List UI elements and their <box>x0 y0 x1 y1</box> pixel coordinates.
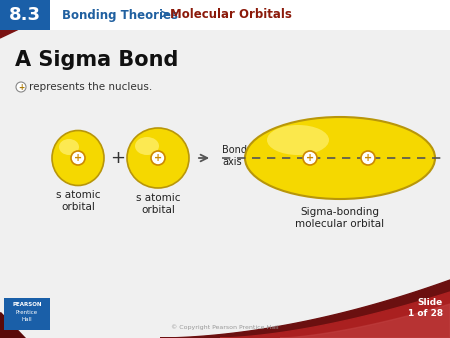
FancyBboxPatch shape <box>50 0 450 30</box>
Text: +: + <box>74 153 82 163</box>
Polygon shape <box>0 312 25 338</box>
Polygon shape <box>0 0 80 38</box>
Circle shape <box>361 151 375 165</box>
Text: s atomic
orbital: s atomic orbital <box>56 190 100 212</box>
Circle shape <box>151 151 165 165</box>
Ellipse shape <box>59 139 79 155</box>
Text: +: + <box>111 149 126 167</box>
Text: +: + <box>306 153 314 163</box>
Circle shape <box>303 151 317 165</box>
Ellipse shape <box>267 125 329 155</box>
Ellipse shape <box>127 128 189 188</box>
Text: s atomic
orbital: s atomic orbital <box>136 193 180 215</box>
FancyBboxPatch shape <box>0 0 50 30</box>
Polygon shape <box>220 292 450 338</box>
Ellipse shape <box>52 130 104 186</box>
Text: A Sigma Bond: A Sigma Bond <box>15 50 178 70</box>
Text: 8.3: 8.3 <box>9 6 41 24</box>
Text: PEARSON: PEARSON <box>12 302 42 307</box>
Circle shape <box>16 82 26 92</box>
Ellipse shape <box>135 137 159 155</box>
Text: +: + <box>18 82 24 92</box>
Polygon shape <box>160 280 450 338</box>
Ellipse shape <box>245 117 435 199</box>
FancyBboxPatch shape <box>4 298 50 330</box>
Polygon shape <box>280 304 450 338</box>
Text: +: + <box>154 153 162 163</box>
Text: >: > <box>160 8 170 22</box>
Text: Sigma-bonding
molecular orbital: Sigma-bonding molecular orbital <box>296 207 385 230</box>
Text: Bonding Theories: Bonding Theories <box>62 8 178 22</box>
Text: +: + <box>364 153 372 163</box>
Text: Molecular Orbitals: Molecular Orbitals <box>170 8 292 22</box>
Text: Hall: Hall <box>22 317 32 322</box>
Text: represents the nucleus.: represents the nucleus. <box>29 82 152 92</box>
Text: © Copyright Pearson Prentice Hall: © Copyright Pearson Prentice Hall <box>171 324 279 330</box>
Text: Prentice: Prentice <box>16 310 38 315</box>
Text: Bond
axis: Bond axis <box>222 145 247 167</box>
Circle shape <box>71 151 85 165</box>
Text: Slide
1 of 28: Slide 1 of 28 <box>408 298 443 318</box>
